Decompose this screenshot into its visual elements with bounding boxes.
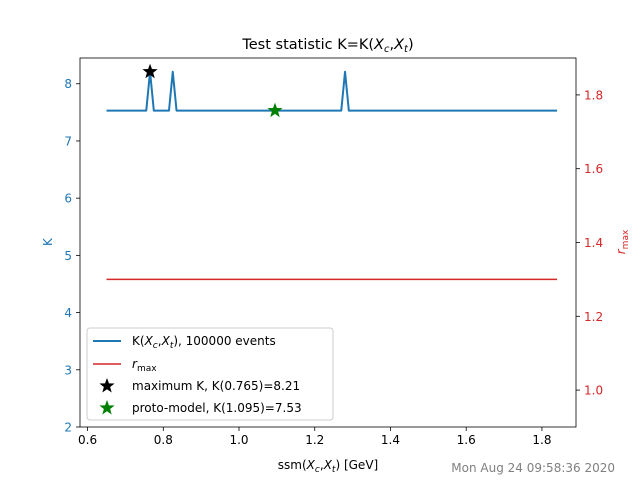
y-axis-right-label: rmax [614,229,631,254]
y-right-tick-label: 1.6 [584,162,603,176]
x-axis: 0.6 0.8 1.0 1.2 1.4 1.6 1.8 [78,427,551,447]
chart-title: Test statistic K=K(Xc,Xt) [241,37,413,55]
series-layer [106,70,558,281]
y-left-tick-label: 5 [64,249,72,263]
y-left-tick-label: 4 [64,306,72,320]
y-right-tick-label: 1.0 [584,384,603,398]
y-left-tick-label: 6 [64,192,72,206]
y-left-tick-label: 3 [64,363,72,377]
y-axis-left-label: K [41,237,55,246]
legend: K(Xc,Xt), 100000 events rmax maximum K, … [86,327,334,421]
series-k-line [106,70,558,112]
x-tick-label: 1.4 [381,433,400,447]
y-right-tick-label: 1.2 [584,310,603,324]
legend-max-star [99,378,115,393]
x-tick-label: 1.6 [457,433,476,447]
proto-model-marker [267,102,283,118]
x-tick-label: 1.2 [305,433,324,447]
legend-box [86,327,334,421]
y-left-tick-label: 2 [64,421,72,435]
timestamp: Mon Aug 24 09:58:36 2020 [451,461,615,475]
legend-proto-star [99,400,115,415]
y-right-tick-label: 1.8 [584,88,603,102]
y-axis-left: 2 3 4 5 6 7 8 [64,77,80,435]
legend-proto-label: proto-model, K(1.095)=7.53 [132,401,302,415]
legend-max-label: maximum K, K(0.765)=8.21 [132,379,300,393]
x-tick-label: 1.0 [229,433,248,447]
y-right-tick-label: 1.4 [584,236,603,250]
max-k-marker [142,63,158,79]
y-left-tick-label: 8 [64,77,72,91]
x-axis-label: ssm(Xc,Xt) [GeV] [278,458,378,475]
x-tick-label: 0.8 [154,433,173,447]
marker-layer [142,63,283,118]
x-tick-label: 1.8 [532,433,551,447]
x-tick-label: 0.6 [78,433,97,447]
legend-k-label: K(Xc,Xt), 100000 events [132,334,276,351]
legend-rmax-label: rmax [132,357,157,374]
y-left-tick-label: 7 [64,134,72,148]
y-axis-right: 1.0 1.2 1.4 1.6 1.8 [576,88,603,398]
